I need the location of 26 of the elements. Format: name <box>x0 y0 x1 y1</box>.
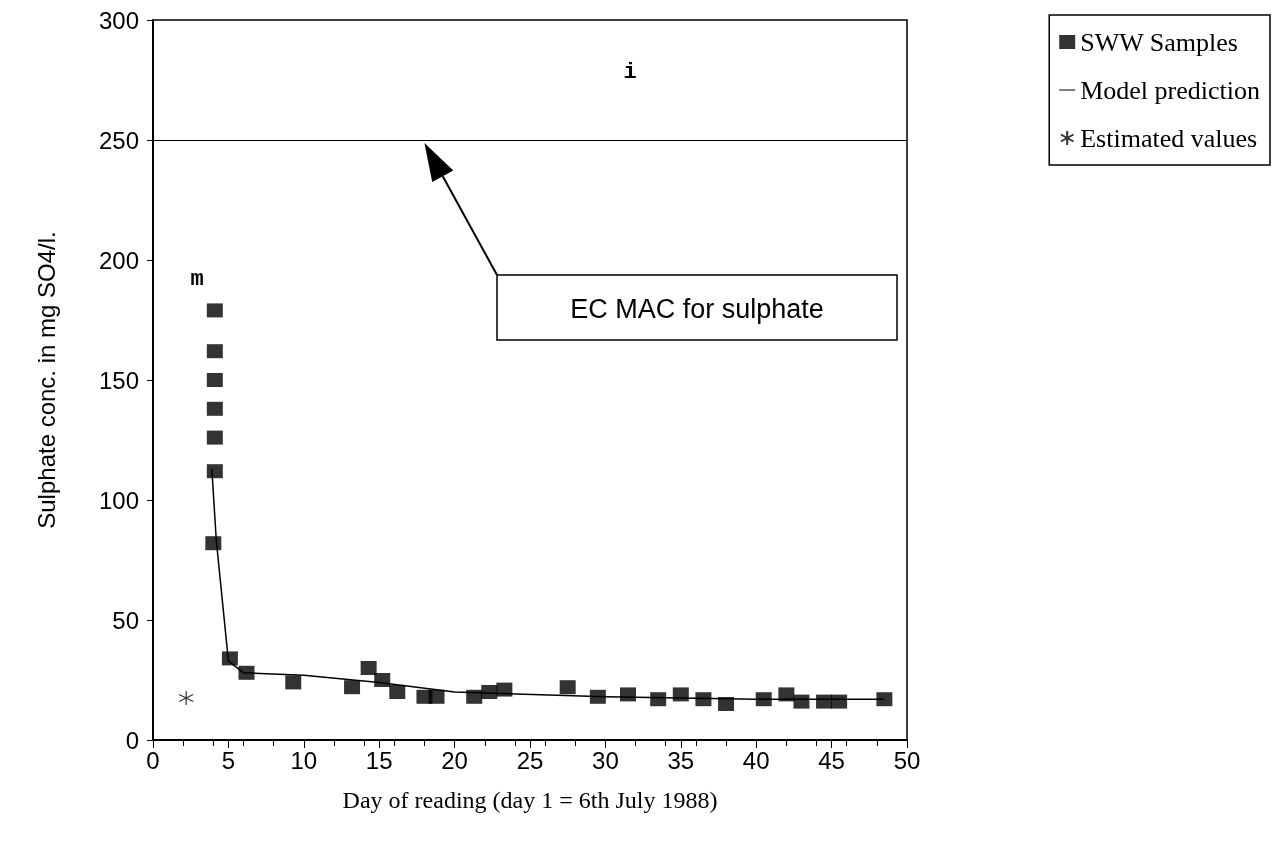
legend-label: SWW Samples <box>1080 27 1238 57</box>
annotation: EC MAC for sulphate <box>570 294 824 324</box>
annotation: i <box>623 60 637 85</box>
legend-label: Model prediction <box>1080 75 1261 105</box>
y-tick-label: 250 <box>98 126 139 154</box>
x-tick-label: 10 <box>290 746 318 774</box>
annotation: m <box>190 267 204 292</box>
y-tick-label: 100 <box>98 486 139 514</box>
y-tick-label: 150 <box>98 366 139 394</box>
x-tick-label: 25 <box>516 746 544 774</box>
x-tick-label: 50 <box>893 746 921 774</box>
y-axis-title: Sulphate conc. in mg SO4/l. <box>32 231 60 529</box>
y-tick-label: 200 <box>98 246 139 274</box>
x-tick-label: 40 <box>742 746 770 774</box>
legend-label: Estimated values <box>1080 123 1258 153</box>
x-axis-title: Day of reading (day 1 = 6th July 1988) <box>342 787 718 813</box>
x-tick-label: 0 <box>146 746 160 774</box>
y-tick-label: 300 <box>98 6 139 34</box>
y-tick-label: 50 <box>112 606 139 634</box>
y-tick-label: 0 <box>125 726 139 754</box>
x-tick-label: 35 <box>667 746 695 774</box>
x-tick-label: 30 <box>592 746 619 774</box>
x-tick-label: 45 <box>818 746 845 774</box>
x-tick-label: 15 <box>365 746 393 774</box>
x-tick-label: 5 <box>221 746 236 774</box>
x-tick-label: 20 <box>441 746 468 774</box>
